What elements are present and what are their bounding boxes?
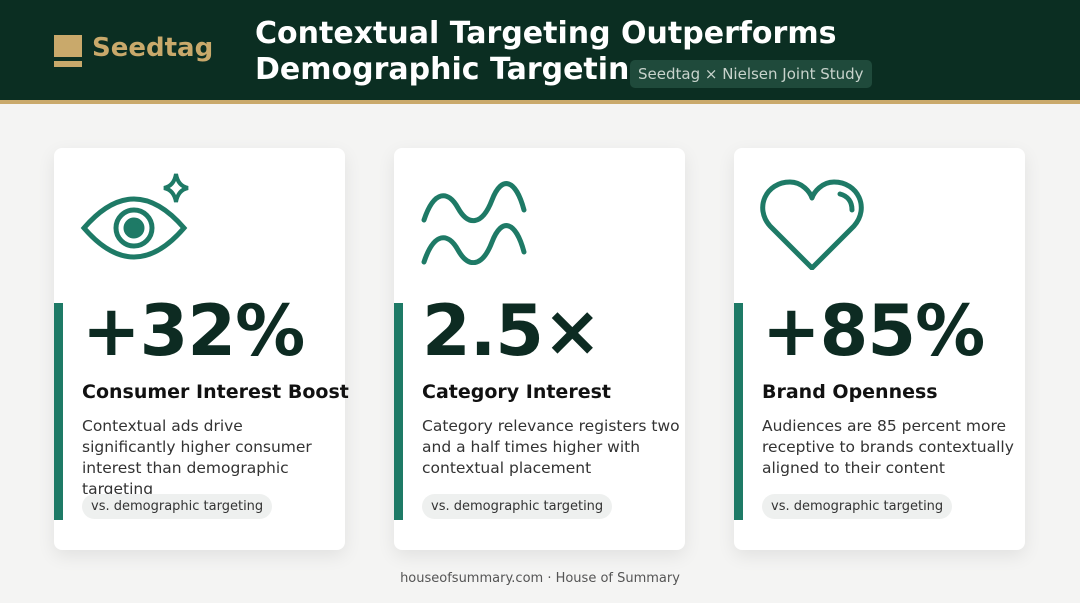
badge: Seedtag × Nielsen Joint Study: [630, 60, 872, 88]
tag: vs. demographic targeting: [82, 494, 273, 519]
logo: Seedtag: [92, 33, 214, 63]
stat: 2.5×: [422, 290, 602, 372]
card: +32% Consumer Interest Boost Contextual …: [54, 148, 349, 550]
card-title: Category Interest: [422, 381, 611, 403]
header: Seedtag Contextual Targeting Outperforms…: [0, 0, 1080, 104]
description: Contextual ads drive significantly highe…: [82, 417, 312, 498]
card: 2.5× Category Interest Category relevanc…: [394, 148, 685, 550]
description: Category relevance registers two and a h…: [422, 417, 680, 477]
eye-icon: [80, 173, 189, 260]
title: Demographic Targeting: [255, 52, 651, 87]
card-title: Brand Openness: [762, 381, 938, 403]
description: Audiences are 85 percent more receptive …: [762, 417, 1014, 477]
wave-icon: [421, 181, 527, 265]
footer: houseofsummary.com · House of Summary: [400, 571, 680, 586]
tag: vs. demographic targeting: [422, 494, 613, 519]
card-title: Consumer Interest Boost: [82, 381, 349, 403]
tag: vs. demographic targeting: [762, 494, 953, 519]
logo-icon: [54, 35, 82, 67]
accent: [394, 303, 403, 520]
stat: +32%: [82, 290, 305, 372]
title: Contextual Targeting Outperforms: [255, 16, 837, 51]
accent: [734, 303, 743, 520]
accent: [54, 303, 63, 520]
card: +85% Brand Openness Audiences are 85 per…: [734, 148, 1025, 550]
heart-icon: [760, 179, 864, 270]
stat: +85%: [762, 290, 985, 372]
